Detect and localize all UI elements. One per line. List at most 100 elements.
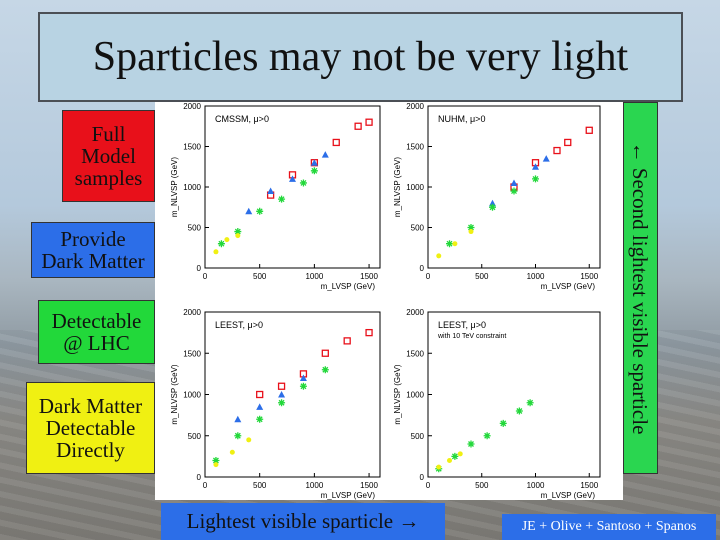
- y-tick-label: 1000: [183, 183, 201, 192]
- x-axis-label: m_LVSP (GeV): [541, 282, 596, 291]
- data-point-star: [256, 207, 264, 215]
- label-full-model: Full Model samples: [62, 110, 155, 202]
- data-point-circle: [436, 253, 442, 259]
- y-tick-label: 500: [188, 432, 202, 441]
- data-point-triangle: [299, 374, 307, 381]
- panel-frame-bottom-right: [427, 311, 601, 478]
- data-point-triangle: [278, 391, 286, 398]
- y-tick-label: 1500: [406, 143, 424, 152]
- side-label-box: [623, 102, 658, 474]
- data-point-star: [467, 224, 475, 231]
- data-point-star: [532, 175, 539, 183]
- panel-title: LEEST, μ>0: [438, 320, 486, 330]
- x-tick-label: 0: [426, 481, 431, 490]
- data-point-star: [526, 399, 534, 407]
- label-direct-text: Dark Matter Detectable Directly: [38, 394, 143, 462]
- data-point-triangle: [234, 415, 242, 423]
- y-axis-label: m_NLVSP (GeV): [170, 364, 179, 425]
- data-point-circle: [457, 451, 463, 457]
- y-tick-label: 1500: [183, 349, 201, 358]
- data-point-square: [564, 138, 572, 147]
- data-point-star: [483, 432, 491, 440]
- data-point-triangle: [310, 159, 318, 166]
- data-point-square: [365, 118, 373, 126]
- data-point-star: [256, 415, 264, 423]
- data-point-square: [277, 382, 286, 390]
- panel-frame-top-left: [204, 105, 381, 269]
- data-point-circle: [436, 464, 442, 470]
- y-tick-label: 0: [197, 473, 202, 482]
- data-point-triangle: [510, 179, 518, 186]
- data-point-star: [310, 167, 318, 175]
- x-tick-label: 1500: [580, 481, 598, 490]
- data-point-star: [299, 382, 307, 390]
- label-lhc-text: Detectable @ LHC: [51, 309, 142, 355]
- data-point-square: [553, 146, 561, 155]
- data-point-star: [446, 240, 453, 248]
- data-point-star: [515, 407, 523, 415]
- data-point-circle: [213, 462, 219, 468]
- x-axis-label: m_LVSP (GeV): [321, 282, 376, 291]
- x-tick-label: 500: [253, 481, 267, 490]
- data-point-square: [365, 328, 373, 337]
- data-point-square: [343, 337, 351, 345]
- data-point-star: [451, 452, 459, 460]
- panel-frame-top-right: [427, 105, 601, 269]
- data-point-circle: [229, 449, 235, 455]
- y-axis-label: m_NLVSP (GeV): [393, 364, 402, 425]
- x-tick-label: 0: [203, 272, 208, 281]
- data-point-triangle: [532, 163, 539, 170]
- data-point-square: [332, 138, 340, 147]
- panel-title: NUHM, μ>0: [438, 114, 485, 124]
- x-axis-label: m_LVSP (GeV): [541, 491, 596, 500]
- data-point-circle: [235, 233, 241, 239]
- panel-subtitle: with 10 TeV constraint: [437, 333, 506, 340]
- x-tick-label: 1000: [527, 481, 545, 490]
- x-tick-label: 0: [203, 481, 208, 490]
- data-point-circle: [447, 458, 452, 463]
- data-point-star: [278, 195, 286, 203]
- y-tick-label: 1000: [183, 391, 201, 400]
- data-point-star: [489, 203, 496, 211]
- x-tick-label: 0: [426, 272, 431, 281]
- y-tick-label: 500: [188, 224, 202, 233]
- y-tick-label: 2000: [183, 308, 201, 317]
- data-point-triangle: [489, 199, 496, 207]
- y-axis-label: m_NLVSP (GeV): [393, 157, 402, 218]
- data-point-star: [212, 457, 220, 464]
- x-tick-label: 500: [253, 272, 267, 281]
- data-point-triangle: [542, 155, 550, 162]
- label-dark-matter-text: Provide Dark Matter: [41, 227, 145, 273]
- data-point-triangle: [289, 175, 296, 182]
- y-tick-label: 1000: [406, 183, 424, 192]
- y-tick-label: 2000: [183, 102, 201, 111]
- scatter-figure: 0 500 1000 1500 2000 0 500 1000 1500 CMSSM, μ>0 m_…: [155, 102, 623, 500]
- credit-box: JE + Olive + Santoso + Spanos: [502, 514, 716, 540]
- side-label: ← Second lightest visible sparticle: [628, 141, 652, 435]
- data-point-star: [321, 366, 329, 374]
- x-tick-label: 1000: [305, 481, 323, 490]
- x-tick-label: 1000: [527, 272, 545, 281]
- y-tick-label: 0: [420, 473, 425, 482]
- data-point-star: [510, 187, 518, 195]
- x-tick-label: 1500: [360, 272, 378, 281]
- label-full-model-text: Full Model samples: [74, 122, 143, 190]
- data-point-triangle: [245, 207, 253, 215]
- panel-title: LEEST, μ>0: [215, 320, 263, 330]
- y-tick-label: 500: [411, 432, 425, 441]
- data-point-star: [278, 399, 286, 407]
- label-lhc: Detectable @ LHC: [38, 300, 155, 364]
- x-tick-label: 1500: [360, 481, 378, 490]
- data-point-triangle: [256, 403, 264, 410]
- y-tick-label: 2000: [406, 102, 424, 111]
- x-tick-label: 500: [475, 481, 489, 490]
- y-tick-label: 1500: [406, 349, 424, 358]
- slide-title: Sparticles may not be very light: [92, 34, 629, 80]
- y-tick-label: 0: [420, 264, 425, 273]
- credit-text: JE + Olive + Santoso + Spanos: [521, 519, 697, 534]
- data-point-star: [217, 240, 225, 248]
- y-tick-label: 500: [411, 224, 425, 233]
- data-point-star: [234, 228, 242, 236]
- data-point-square: [354, 122, 362, 130]
- y-tick-label: 1500: [183, 143, 201, 152]
